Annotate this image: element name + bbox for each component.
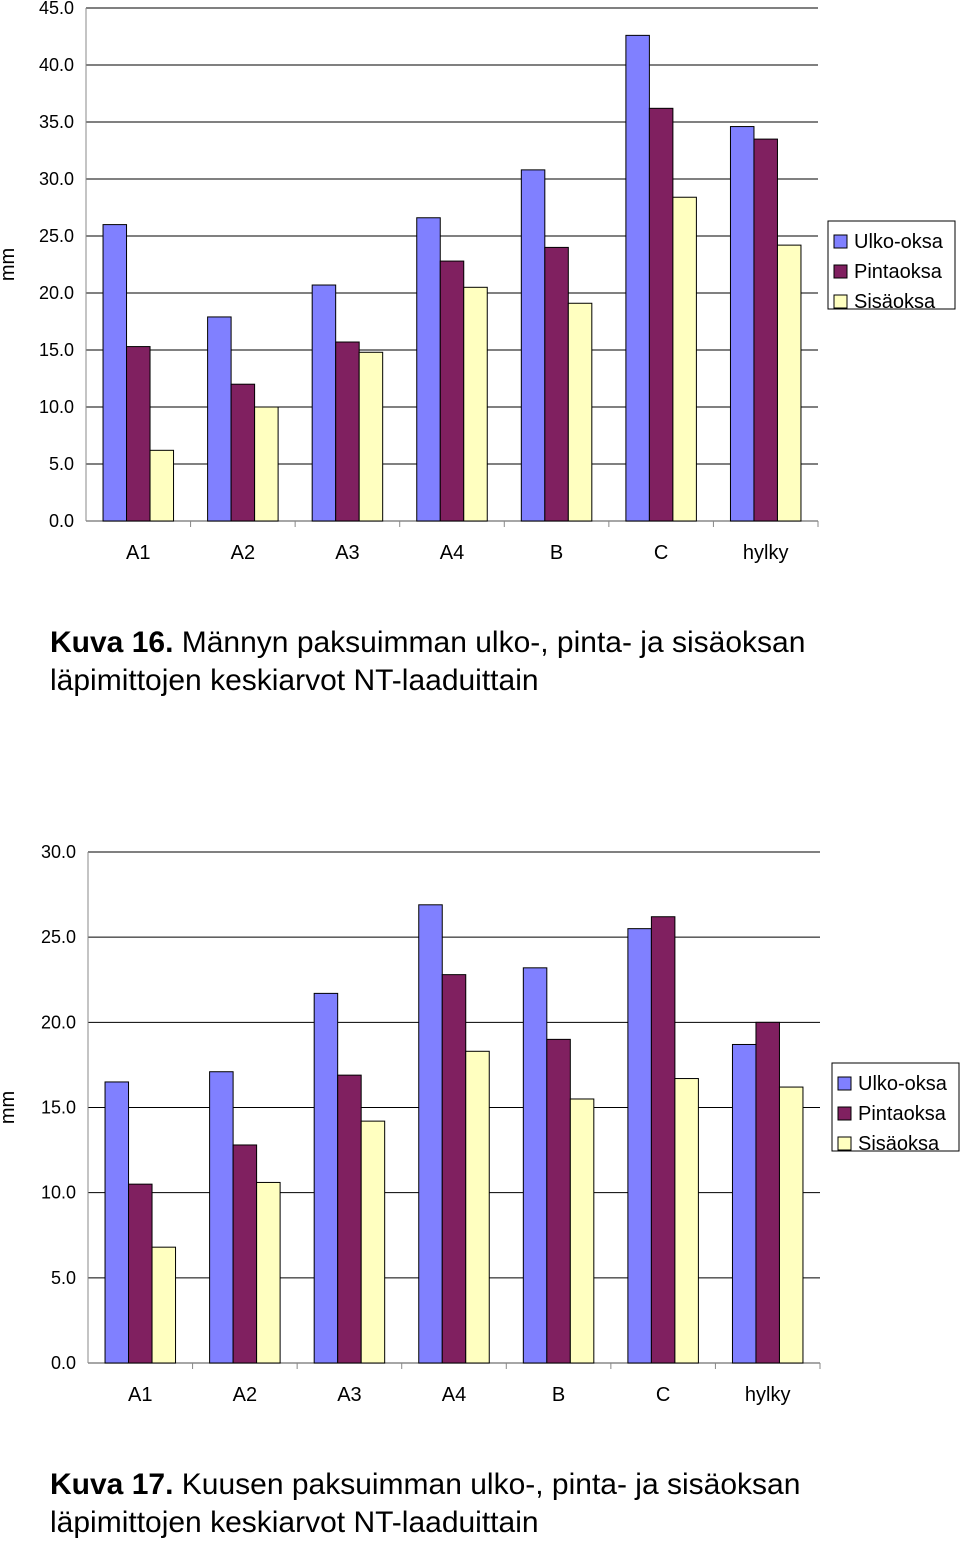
legend-label: Sisäoksa bbox=[858, 1133, 940, 1155]
caption-1: Kuva 16. Männyn paksuimman ulko-, pinta-… bbox=[50, 624, 930, 700]
legend-swatch bbox=[833, 264, 848, 279]
bar-pintaoksa bbox=[648, 107, 674, 522]
y-tick-label: 10.0 bbox=[41, 1183, 76, 1203]
bar-sisäoksa bbox=[776, 244, 802, 522]
bar-pintaoksa bbox=[544, 246, 569, 522]
x-tick-label: B bbox=[550, 542, 563, 564]
bar-ulko-oksa bbox=[313, 992, 339, 1364]
y-tick-label: 5.0 bbox=[51, 1268, 76, 1288]
bar-ulko-oksa bbox=[627, 928, 652, 1364]
y-tick-label: 30.0 bbox=[39, 169, 74, 189]
y-tick-label: 35.0 bbox=[39, 112, 74, 132]
bar-sisäoksa bbox=[149, 449, 175, 522]
caption-1-text: Männyn paksuimman ulko-, pinta- ja sisäo… bbox=[50, 626, 806, 697]
bar-ulko-oksa bbox=[418, 904, 443, 1364]
x-tick-label: hylky bbox=[745, 1384, 791, 1406]
bar-ulko-oksa bbox=[522, 967, 548, 1364]
y-tick-label: 15.0 bbox=[41, 1098, 76, 1118]
x-tick-label: hylky bbox=[743, 542, 789, 564]
y-tick-label: 0.0 bbox=[49, 511, 74, 531]
y-tick-label: 0.0 bbox=[51, 1353, 76, 1373]
bar-sisäoksa bbox=[463, 286, 488, 522]
bar-ulko-oksa bbox=[102, 224, 128, 522]
bar-pintaoksa bbox=[546, 1038, 571, 1364]
bar-sisäoksa bbox=[151, 1246, 177, 1364]
bar-pintaoksa bbox=[232, 1144, 258, 1364]
bar-ulko-oksa bbox=[520, 169, 546, 522]
legend: Ulko-oksa Pintaoksa Sisäoksa bbox=[831, 1062, 960, 1155]
x-tick-label: C bbox=[656, 1384, 670, 1406]
bar-pintaoksa bbox=[230, 383, 256, 522]
y-tick-label: 45.0 bbox=[39, 0, 74, 18]
bar-sisäoksa bbox=[567, 302, 593, 522]
bar-ulko-oksa bbox=[416, 217, 441, 522]
bar-sisäoksa bbox=[360, 1120, 386, 1364]
y-tick-label: 10.0 bbox=[39, 397, 74, 417]
bar-ulko-oksa bbox=[209, 1071, 234, 1364]
legend: Ulko-oksa Pintaoksa Sisäoksa bbox=[827, 220, 956, 313]
bar-pintaoksa bbox=[650, 916, 676, 1364]
caption-1-label: Kuva 16. bbox=[50, 626, 174, 659]
legend-label: Ulko-oksa bbox=[854, 231, 944, 253]
y-tick-label: 20.0 bbox=[41, 1012, 76, 1032]
bar-ulko-oksa bbox=[729, 126, 755, 522]
bar-pintaoksa bbox=[128, 1183, 153, 1364]
bar-sisäoksa bbox=[254, 406, 279, 522]
bar-pintaoksa bbox=[126, 346, 151, 522]
legend-label: Sisäoksa bbox=[854, 291, 936, 313]
y-tick-label: 5.0 bbox=[49, 454, 74, 474]
legend-swatch bbox=[837, 1136, 852, 1151]
caption-2-label: Kuva 17. bbox=[50, 1468, 174, 1501]
caption-2-text: Kuusen paksuimman ulko-, pinta- ja sisäo… bbox=[50, 1468, 801, 1539]
x-tick-label: A3 bbox=[335, 542, 359, 564]
bar-pintaoksa bbox=[439, 260, 465, 522]
caption-2: Kuva 17. Kuusen paksuimman ulko-, pinta-… bbox=[50, 1466, 930, 1542]
x-tick-label: C bbox=[654, 542, 668, 564]
x-tick-label: A2 bbox=[231, 542, 255, 564]
legend-swatch bbox=[837, 1106, 852, 1121]
bar-pintaoksa bbox=[755, 1021, 780, 1364]
bar-sisäoksa bbox=[672, 196, 697, 522]
y-tick-label: 30.0 bbox=[41, 842, 76, 862]
bar-pintaoksa bbox=[337, 1074, 362, 1364]
bar-sisäoksa bbox=[569, 1098, 595, 1364]
chart-1: 0.0 5.0 10.0 15.0 20.0 25.0 30.0 35.0 40.0 45.0 mm… bbox=[0, 0, 956, 564]
y-tick-label: 25.0 bbox=[39, 226, 74, 246]
y-tick-label: 15.0 bbox=[39, 340, 74, 360]
x-tick-label: A4 bbox=[442, 1384, 466, 1406]
x-tick-label: B bbox=[552, 1384, 565, 1406]
bar-ulko-oksa bbox=[731, 1043, 757, 1364]
x-tick-label: A3 bbox=[337, 1384, 361, 1406]
legend-label: Ulko-oksa bbox=[858, 1073, 948, 1095]
bar-pintaoksa bbox=[335, 341, 360, 522]
legend-label: Pintaoksa bbox=[858, 1103, 947, 1125]
x-tick-label: A1 bbox=[126, 542, 150, 564]
bar-pintaoksa bbox=[441, 974, 467, 1364]
bar-sisäoksa bbox=[358, 351, 384, 522]
legend-label: Pintaoksa bbox=[854, 261, 943, 283]
legend-box bbox=[831, 1062, 960, 1152]
bar-sisäoksa bbox=[778, 1086, 804, 1364]
x-tick-label: A2 bbox=[233, 1384, 257, 1406]
y-axis-label: mm bbox=[0, 1091, 19, 1124]
bar-ulko-oksa bbox=[311, 284, 337, 522]
bar-sisäoksa bbox=[256, 1181, 281, 1364]
bar-sisäoksa bbox=[674, 1078, 699, 1364]
bar-sisäoksa bbox=[465, 1050, 490, 1364]
x-tick-label: A1 bbox=[128, 1384, 152, 1406]
y-tick-label: 40.0 bbox=[39, 55, 74, 75]
y-axis-label: mm bbox=[0, 248, 19, 281]
bar-ulko-oksa bbox=[625, 34, 650, 522]
legend-box bbox=[827, 220, 956, 310]
legend-swatch bbox=[837, 1076, 852, 1091]
legend-swatch bbox=[833, 234, 848, 249]
y-tick-label: 25.0 bbox=[41, 927, 76, 947]
legend-swatch bbox=[833, 294, 848, 309]
bar-pintaoksa bbox=[753, 138, 778, 522]
bar-ulko-oksa bbox=[207, 316, 232, 522]
bar-ulko-oksa bbox=[104, 1081, 130, 1364]
x-tick-label: A4 bbox=[440, 542, 464, 564]
y-tick-label: 20.0 bbox=[39, 283, 74, 303]
